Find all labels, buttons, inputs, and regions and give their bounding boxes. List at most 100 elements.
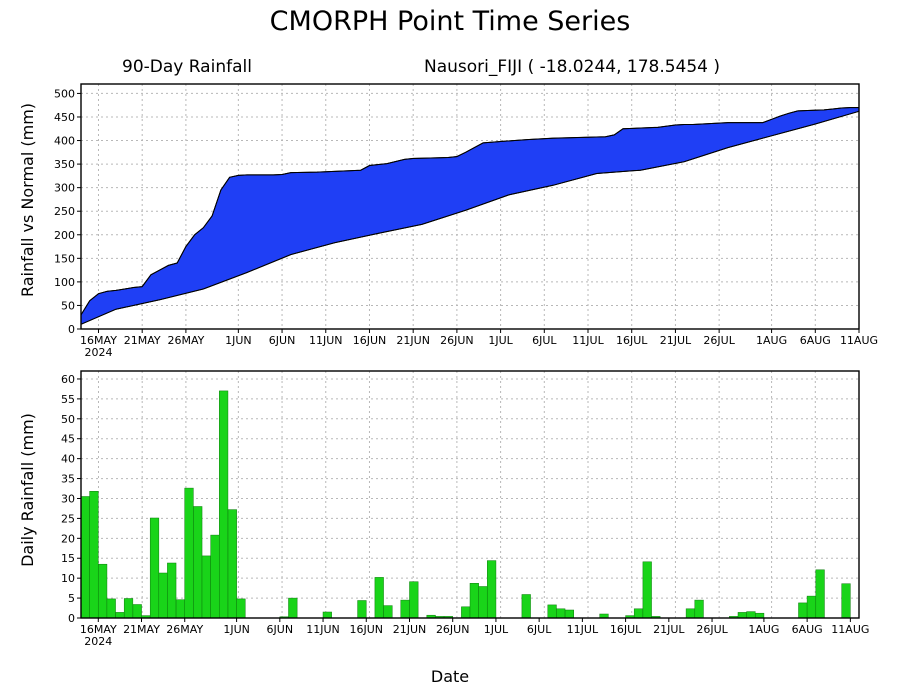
daily-rainfall-bar	[469, 583, 479, 619]
bottom-x-tick-label: 11JUL	[567, 623, 599, 636]
top-x-tick-label: 26MAY	[167, 334, 204, 347]
bottom-x-tick-label: 16JUN	[350, 623, 384, 636]
bottom-y-tick-label: 5	[68, 592, 75, 605]
daily-rainfall-bar	[288, 597, 298, 619]
daily-rainfall-bar	[357, 600, 367, 619]
top-y-tick-label: 100	[54, 276, 75, 289]
daily-rainfall-bar	[633, 608, 644, 619]
daily-rainfall-bar	[806, 595, 816, 619]
daily-rainfall-bar	[158, 572, 168, 619]
daily-rainfall-bar	[383, 605, 393, 619]
top-x-tick-label: 16JUL	[616, 334, 648, 347]
top-y-tick-label: 150	[54, 252, 75, 265]
observed-cumulative-line	[80, 107, 859, 316]
top-x-tick-label: 1JUL	[488, 334, 513, 347]
subtitle-right: Nausori_FIJI ( -18.0244, 178.5454 )	[424, 57, 720, 77]
daily-rainfall-bar	[374, 577, 384, 619]
top-y-tick-label: 50	[61, 299, 75, 312]
daily-rainfall-bar	[755, 612, 765, 619]
bottom-y-axis-label: Daily Rainfall (mm)	[18, 413, 37, 567]
daily-rainfall-bar	[175, 599, 185, 619]
bottom-x-tick-label: 21JUN	[393, 623, 427, 636]
top-x-tick-label: 6JUL	[532, 334, 557, 347]
daily-rainfall-bar	[98, 563, 108, 619]
daily-rainfall-bar	[167, 562, 177, 619]
daily-rainfall-bar	[219, 390, 229, 619]
bottom-y-tick-label: 30	[61, 492, 75, 505]
daily-rainfall-bar	[685, 608, 695, 619]
daily-rainfall-bar	[106, 598, 116, 619]
bottom-x-tick-label: 1JUN	[223, 623, 250, 636]
top-x-tick-label: 16JUN	[353, 334, 387, 347]
daily-rainfall-bar	[132, 604, 142, 619]
daily-rainfall-bar	[841, 583, 851, 619]
top-x-tick-label: 1AUG	[756, 334, 787, 347]
x-axis-label: Date	[431, 667, 469, 686]
top-y-tick-label: 400	[54, 135, 75, 148]
top-x-tick-label: 16MAY	[80, 334, 117, 347]
bottom-y-tick-label: 50	[61, 413, 75, 426]
daily-rainfall-panel: 0 5 10 15 20 25 30 35 40 45 50 55 60 16MAY 21MAY 26MAY 1…	[61, 370, 869, 648]
top-y-tick-label: 450	[54, 111, 75, 124]
top-x-tick-label: 11AUG	[840, 334, 878, 347]
normal-cumulative-line	[80, 110, 860, 325]
bottom-x-tick-label: 1JUL	[484, 623, 509, 636]
bottom-year-label: 2024	[84, 635, 112, 648]
bottom-y-tick-label: 60	[61, 373, 75, 386]
daily-rainfall-bar	[815, 569, 825, 619]
bottom-x-tick-label: 26MAY	[166, 623, 203, 636]
daily-rainfall-bar	[478, 586, 488, 619]
daily-rainfall-bar	[201, 555, 211, 619]
daily-rainfall-bar	[149, 517, 160, 619]
daily-rainfall-bar	[193, 506, 203, 619]
top-x-tick-label: 21JUL	[660, 334, 692, 347]
daily-rainfall-bar	[236, 598, 246, 619]
daily-rainfall-bar	[487, 560, 497, 619]
bottom-x-tick-label: 16MAY	[80, 623, 117, 636]
top-y-tick-label: 500	[54, 87, 75, 100]
top-x-tick-label: 11JUL	[572, 334, 604, 347]
bottom-y-tick-label: 20	[61, 532, 75, 545]
top-year-label: 2024	[84, 346, 112, 359]
daily-rainfall-bar	[521, 594, 531, 619]
daily-rainfall-bar	[184, 487, 194, 619]
chart-title: CMORPH Point Time Series	[270, 6, 631, 37]
bottom-x-tick-label: 11JUN	[306, 623, 340, 636]
bottom-y-tick-label: 0	[68, 612, 75, 625]
bottom-x-tick-label: 26JUL	[696, 623, 728, 636]
bottom-x-tick-label: 26JUN	[436, 623, 470, 636]
bottom-x-tick-label: 6JUN	[267, 623, 294, 636]
bottom-x-tick-label: 1AUG	[748, 623, 779, 636]
bottom-x-tick-label: 6JUL	[527, 623, 552, 636]
top-plot-frame	[80, 83, 860, 330]
bottom-x-tick-label: 21JUL	[653, 623, 685, 636]
daily-rainfall-bar	[798, 602, 808, 619]
daily-rainfall-bar	[210, 534, 220, 619]
top-y-tick-label: 200	[54, 229, 75, 242]
cumulative-rainfall-panel: 0 50 100 150 200 250 300 350 400 450 500 16MAY 21MAY…	[54, 83, 878, 359]
daily-rainfall-bar	[642, 561, 652, 619]
daily-rainfall-bar	[564, 609, 574, 619]
bottom-y-tick-label: 25	[61, 512, 75, 525]
daily-rainfall-bar	[694, 599, 704, 619]
daily-rainfall-bar	[322, 611, 332, 619]
daily-rainfall-bar	[80, 496, 90, 619]
top-x-tick-label: 21JUN	[396, 334, 430, 347]
daily-rainfall-bar	[400, 599, 410, 619]
bottom-y-tick-label: 10	[61, 572, 75, 585]
daily-rainfall-bar	[115, 612, 125, 619]
bottom-y-tick-label: 55	[61, 393, 75, 406]
bottom-y-tick-label: 15	[61, 552, 75, 565]
bottom-y-tick-label: 45	[61, 433, 75, 446]
bottom-x-tick-label: 11AUG	[831, 623, 869, 636]
bottom-y-tick-label: 40	[61, 453, 75, 466]
daily-rainfall-bar	[89, 491, 99, 619]
top-x-tick-label: 1JUN	[225, 334, 252, 347]
top-y-tick-label: 300	[54, 182, 75, 195]
top-y-axis-label: Rainfall vs Normal (mm)	[18, 103, 37, 297]
top-y-tick-label: 350	[54, 158, 75, 171]
bottom-x-tick-label: 21MAY	[123, 623, 160, 636]
top-x-tick-label: 11JUN	[309, 334, 343, 347]
top-y-tick-label: 250	[54, 205, 75, 218]
